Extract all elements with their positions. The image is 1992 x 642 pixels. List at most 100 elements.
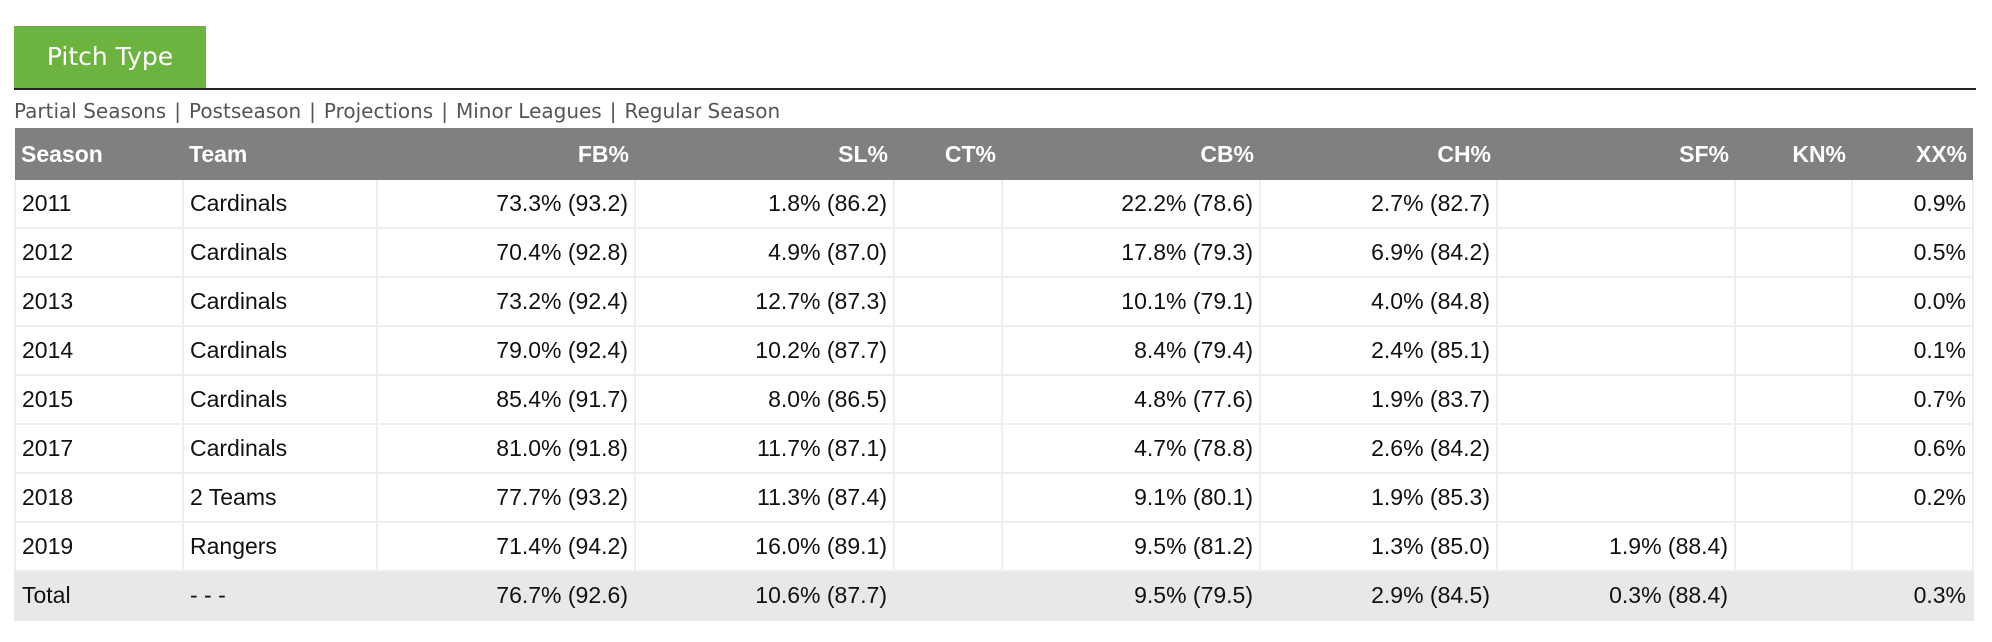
cell-sl: 1.8% (86.2) <box>634 180 895 229</box>
cell-ct <box>893 180 1003 229</box>
cell-fb: 71.4% (94.2) <box>376 522 636 572</box>
total-cell-xx: 0.3% <box>1851 571 1974 621</box>
separator: | <box>309 99 316 123</box>
column-header-team[interactable]: Team <box>183 128 377 180</box>
cell-fb: 73.3% (93.2) <box>376 180 636 229</box>
cell-kn <box>1734 375 1853 425</box>
table-row: 2011 Cardinals 73.3% (93.2) 1.8% (86.2) 22.2… <box>14 180 1974 229</box>
column-header-season[interactable]: Season <box>15 128 183 180</box>
cell-fb: 79.0% (92.4) <box>376 326 636 376</box>
cell-ch: 2.7% (82.7) <box>1259 180 1498 229</box>
cell-kn <box>1734 424 1853 474</box>
column-header-kn[interactable]: KN% <box>1735 128 1852 180</box>
total-cell-sf: 0.3% (88.4) <box>1496 571 1736 621</box>
cell-xx: 0.9% <box>1851 180 1974 229</box>
column-header-sf[interactable]: SF% <box>1497 128 1735 180</box>
cell-season: 2013 <box>14 277 184 327</box>
cell-ct <box>893 522 1003 572</box>
cell-ct <box>893 228 1003 278</box>
cell-team: Cardinals <box>182 228 378 278</box>
cell-sl: 8.0% (86.5) <box>634 375 895 425</box>
cell-sf: 1.9% (88.4) <box>1496 522 1736 572</box>
cell-fb: 85.4% (91.7) <box>376 375 636 425</box>
column-header-ct[interactable]: CT% <box>894 128 1002 180</box>
cell-xx: 0.0% <box>1851 277 1974 327</box>
total-cell-sl: 10.6% (87.7) <box>634 571 895 621</box>
cell-sf <box>1496 228 1736 278</box>
total-cell-cb: 9.5% (79.5) <box>1001 571 1261 621</box>
column-header-fb[interactable]: FB% <box>377 128 635 180</box>
table-row: 2015 Cardinals 85.4% (91.7) 8.0% (86.5) 4.8%… <box>14 375 1974 425</box>
cell-sl: 16.0% (89.1) <box>634 522 895 572</box>
cell-team: Cardinals <box>182 326 378 376</box>
cell-xx: 0.2% <box>1851 473 1974 523</box>
cell-ct <box>893 375 1003 425</box>
cell-ch: 2.4% (85.1) <box>1259 326 1498 376</box>
pitch-type-table: Season Team FB% SL% CT% CB% CH% SF% KN% XX% 2011 C… <box>14 128 1974 621</box>
cell-kn <box>1734 277 1853 327</box>
cell-season: 2014 <box>14 326 184 376</box>
cell-sl: 11.3% (87.4) <box>634 473 895 523</box>
cell-cb: 4.8% (77.6) <box>1001 375 1261 425</box>
cell-team: Cardinals <box>182 375 378 425</box>
cell-kn <box>1734 326 1853 376</box>
table-row: 2019 Rangers 71.4% (94.2) 16.0% (89.1) 9.5% … <box>14 522 1974 572</box>
cell-sf <box>1496 180 1736 229</box>
cell-sf <box>1496 424 1736 474</box>
column-header-ch[interactable]: CH% <box>1260 128 1497 180</box>
cell-cb: 17.8% (79.3) <box>1001 228 1261 278</box>
cell-cb: 8.4% (79.4) <box>1001 326 1261 376</box>
cell-team: Cardinals <box>182 424 378 474</box>
separator: | <box>441 99 448 123</box>
link-minor-leagues[interactable]: Minor Leagues <box>455 99 602 123</box>
table-body: 2011 Cardinals 73.3% (93.2) 1.8% (86.2) 22.2… <box>14 180 1974 621</box>
table-row: 2017 Cardinals 81.0% (91.8) 11.7% (87.1) 4.7… <box>14 424 1974 474</box>
cell-fb: 77.7% (93.2) <box>376 473 636 523</box>
column-header-sl[interactable]: SL% <box>635 128 894 180</box>
cell-kn <box>1734 228 1853 278</box>
cell-sl: 11.7% (87.1) <box>634 424 895 474</box>
table-header-row: Season Team FB% SL% CT% CB% CH% SF% KN% XX% <box>15 128 1973 180</box>
table-row: 2012 Cardinals 70.4% (92.8) 4.9% (87.0) 17.8… <box>14 228 1974 278</box>
cell-season: 2011 <box>14 180 184 229</box>
link-projections[interactable]: Projections <box>323 99 434 123</box>
cell-season: 2015 <box>14 375 184 425</box>
cell-ch: 2.6% (84.2) <box>1259 424 1498 474</box>
tab-pitch-type[interactable]: Pitch Type <box>14 26 206 88</box>
separator: | <box>609 99 617 123</box>
total-cell-fb: 76.7% (92.6) <box>376 571 636 621</box>
cell-sl: 12.7% (87.3) <box>634 277 895 327</box>
cell-sl: 4.9% (87.0) <box>634 228 895 278</box>
cell-ct <box>893 424 1003 474</box>
link-postseason[interactable]: Postseason <box>188 99 302 123</box>
cell-xx: 0.7% <box>1851 375 1974 425</box>
table-total-row: Total - - -76.7% (92.6) 10.6% (87.7) 9.5% (… <box>14 571 1974 621</box>
cell-team: Rangers <box>182 522 378 572</box>
cell-kn <box>1734 473 1853 523</box>
table-row: 2018 2 Teams 77.7% (93.2) 11.3% (87.4) 9.1% … <box>14 473 1974 523</box>
cell-ch: 1.9% (85.3) <box>1259 473 1498 523</box>
cell-team: Cardinals <box>182 277 378 327</box>
link-partial-seasons[interactable]: Partial Seasons <box>14 99 167 123</box>
link-regular-season[interactable]: Regular Season <box>624 99 781 123</box>
cell-sf <box>1496 326 1736 376</box>
cell-team: Cardinals <box>182 180 378 229</box>
tab-bar: Pitch Type <box>14 26 1976 90</box>
column-header-cb[interactable]: CB% <box>1002 128 1260 180</box>
cell-season: 2018 <box>14 473 184 523</box>
cell-fb: 70.4% (92.8) <box>376 228 636 278</box>
cell-kn <box>1734 180 1853 229</box>
cell-cb: 10.1% (79.1) <box>1001 277 1261 327</box>
cell-ch: 1.9% (83.7) <box>1259 375 1498 425</box>
cell-xx: 0.5% <box>1851 228 1974 278</box>
cell-cb: 22.2% (78.6) <box>1001 180 1261 229</box>
cell-xx <box>1851 522 1974 572</box>
cell-kn <box>1734 522 1853 572</box>
column-header-xx[interactable]: XX% <box>1852 128 1973 180</box>
cell-fb: 81.0% (91.8) <box>376 424 636 474</box>
cell-sl: 10.2% (87.7) <box>634 326 895 376</box>
cell-fb: 73.2% (92.4) <box>376 277 636 327</box>
cell-team: 2 Teams <box>182 473 378 523</box>
total-cell-team: - - - <box>182 571 378 621</box>
cell-ct <box>893 326 1003 376</box>
